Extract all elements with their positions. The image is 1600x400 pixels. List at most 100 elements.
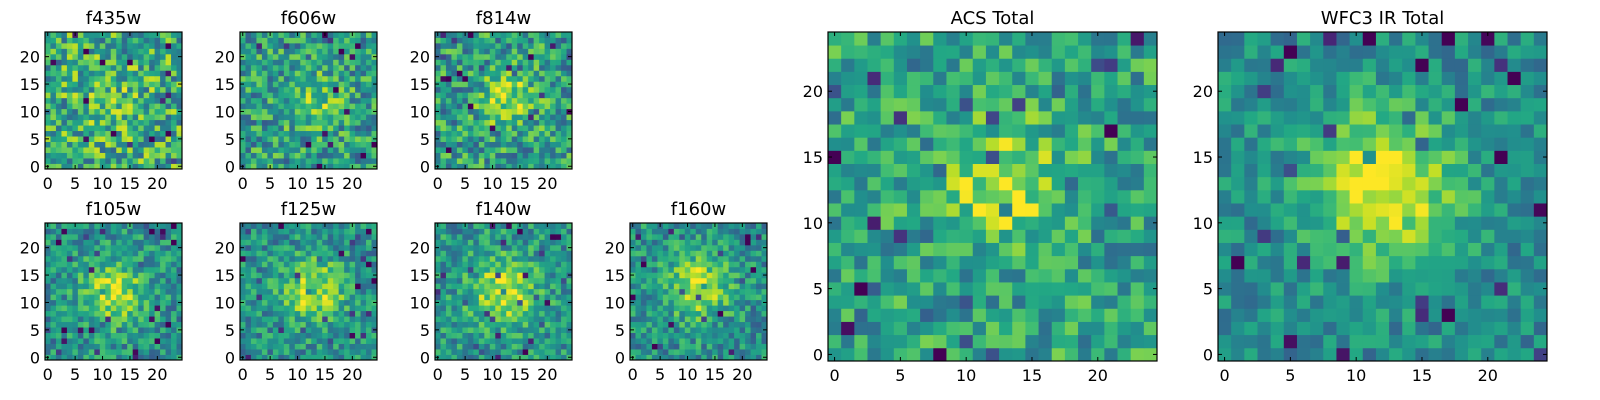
heatmap-cell — [739, 244, 746, 251]
heatmap-cell — [305, 108, 312, 115]
heatmap-cell — [701, 272, 708, 279]
y-tick-label: 20 — [215, 239, 235, 258]
heatmap-cell — [171, 327, 177, 333]
heatmap-cell — [723, 255, 730, 262]
heatmap-cell — [456, 266, 463, 273]
heatmap-cell — [261, 310, 268, 317]
heatmap-cell — [72, 288, 79, 295]
heatmap-cell — [110, 75, 117, 82]
heatmap-cell — [176, 37, 183, 44]
heatmap-cell — [467, 299, 474, 306]
heatmap-cell — [305, 294, 312, 301]
heatmap-cell — [338, 294, 345, 301]
heatmap-cell — [451, 103, 458, 110]
heatmap-cell — [338, 48, 345, 55]
heatmap-cell — [467, 223, 474, 229]
heatmap-cell — [61, 86, 68, 93]
heatmap-cell — [712, 327, 719, 333]
heatmap-cell — [160, 255, 166, 262]
heatmap-cell — [300, 272, 307, 279]
heatmap-cell — [127, 305, 134, 312]
heatmap-cell — [154, 53, 161, 60]
panel-title: f606w — [281, 8, 336, 29]
heatmap-cell — [366, 305, 372, 312]
heatmap-cell — [116, 53, 123, 60]
heatmap-cell — [489, 147, 496, 153]
heatmap-cell — [371, 86, 378, 93]
heatmap-cell — [360, 288, 367, 295]
heatmap-cell — [517, 316, 524, 323]
heatmap-cell — [701, 283, 708, 290]
heatmap-cell — [456, 321, 463, 328]
heatmap-cell — [668, 228, 675, 235]
heatmap-cell — [533, 37, 540, 44]
heatmap-cell — [344, 299, 350, 306]
heatmap-cell — [739, 343, 746, 350]
heatmap-cell — [50, 119, 57, 126]
heatmap-cell — [456, 32, 463, 38]
heatmap-cell — [283, 299, 290, 306]
heatmap-cell — [467, 130, 474, 137]
heatmap-cell — [467, 108, 474, 115]
heatmap-cell — [999, 216, 1013, 230]
heatmap-cell — [522, 261, 529, 268]
heatmap-cell — [445, 299, 452, 306]
heatmap-cell — [105, 316, 112, 323]
heatmap-cell — [61, 321, 68, 328]
heatmap-cell — [316, 354, 323, 361]
heatmap-cell — [88, 223, 95, 229]
heatmap-cell — [456, 250, 463, 257]
heatmap-cell — [456, 136, 463, 142]
heatmap-cell — [171, 354, 177, 361]
heatmap-cell — [256, 37, 263, 44]
heatmap-cell — [143, 152, 150, 159]
heatmap-cell — [300, 288, 307, 295]
heatmap-cell — [561, 272, 567, 279]
heatmap-cell — [77, 266, 84, 273]
heatmap-cell — [462, 255, 469, 262]
heatmap-cell — [550, 244, 556, 251]
heatmap-cell — [105, 349, 112, 355]
heatmap-cell — [250, 228, 257, 235]
heatmap-cell — [149, 152, 155, 159]
heatmap-cell — [756, 272, 762, 279]
heatmap-cell — [132, 86, 139, 93]
heatmap-cell — [176, 97, 183, 104]
heatmap-cell — [522, 299, 529, 306]
heatmap-cell — [316, 114, 323, 121]
heatmap-cell — [728, 321, 735, 328]
heatmap-cell — [360, 354, 367, 361]
heatmap-cell — [344, 305, 350, 312]
heatmap-cell — [305, 103, 312, 110]
heatmap-cell — [88, 272, 95, 279]
heatmap-cell — [679, 332, 686, 339]
heatmap-cell — [261, 48, 268, 55]
heatmap-cell — [360, 152, 367, 159]
heatmap-cell — [484, 114, 491, 121]
heatmap-cell — [828, 268, 842, 283]
heatmap-cell — [360, 42, 367, 49]
heatmap-cell — [105, 354, 112, 361]
heatmap-cell — [473, 277, 480, 284]
heatmap-cell — [355, 239, 361, 246]
heatmap-cell — [880, 295, 895, 309]
heatmap-cell — [94, 255, 101, 262]
heatmap-cell — [550, 37, 556, 44]
heatmap-cell — [240, 37, 246, 44]
heatmap-cell — [893, 203, 908, 217]
heatmap-cell — [999, 347, 1013, 362]
heatmap-cell — [99, 250, 106, 257]
heatmap-cell — [160, 152, 166, 159]
heatmap-cell — [706, 294, 713, 301]
heatmap-cell — [300, 239, 307, 246]
heatmap-cell — [462, 349, 469, 355]
heatmap-cell — [555, 244, 562, 251]
heatmap-cell — [322, 332, 329, 339]
heatmap-cell — [462, 108, 469, 115]
heatmap-cell — [72, 114, 79, 121]
heatmap-cell — [88, 75, 95, 82]
heatmap-cell — [171, 130, 177, 137]
heatmap-cell — [467, 114, 474, 121]
heatmap-cell — [701, 239, 708, 246]
heatmap-cell — [94, 152, 101, 159]
